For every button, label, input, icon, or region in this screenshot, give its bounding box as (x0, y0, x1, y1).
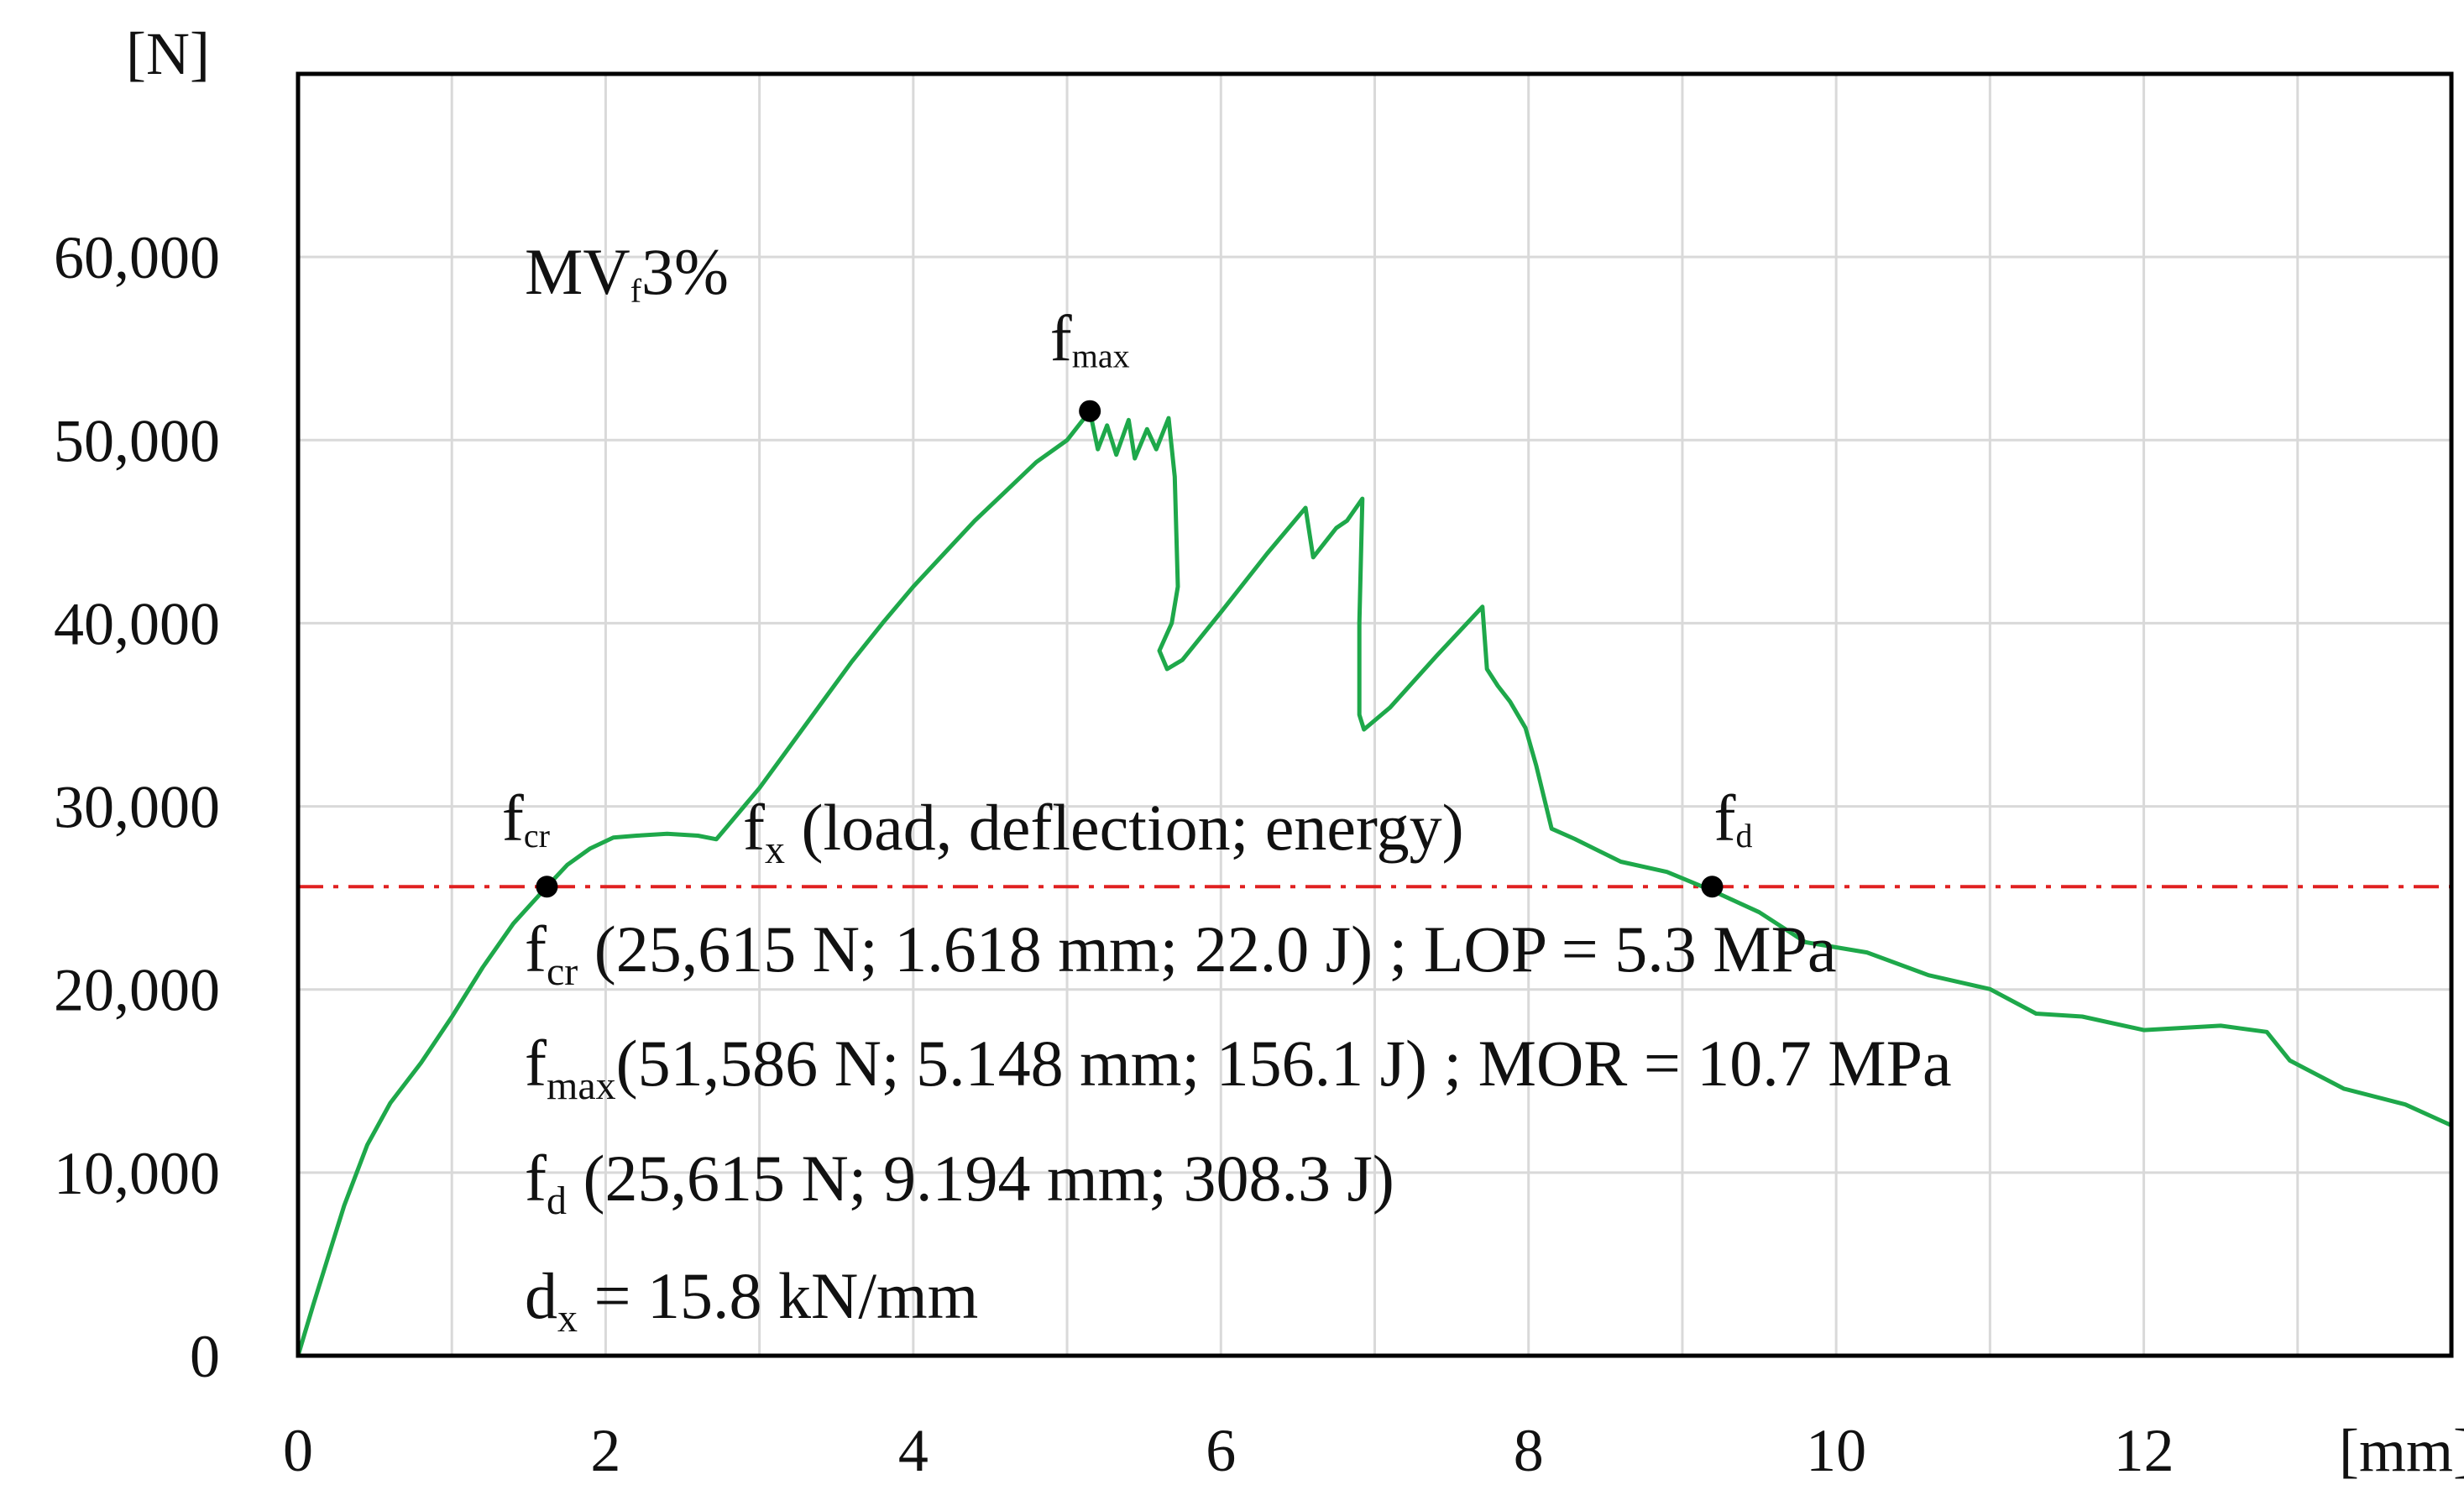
marker-label-max: fmax (1050, 302, 1130, 375)
y-tick-label: 40,000 (54, 590, 220, 657)
series-label-main: MV (525, 235, 630, 308)
marker-label-cr: fcr (502, 782, 550, 855)
annotation-line-max: fmax(51,586 N; 5.148 mm; 156.1 J) ; MOR … (525, 1027, 1952, 1108)
x-tick-label: 2 (590, 1417, 620, 1484)
y-tick-label: 0 (190, 1323, 220, 1390)
marker-point-max (1079, 400, 1101, 422)
y-tick-labels: 0 10,000 20,000 30,000 40,000 50,000 60,000 (54, 224, 220, 1390)
x-tick-label: 8 (1514, 1417, 1544, 1484)
marker-point-cr (536, 876, 558, 898)
series-line (296, 409, 2453, 1357)
x-tick-label: 10 (1806, 1417, 1866, 1484)
y-tick-label: 30,000 (54, 774, 220, 841)
plot-frame (296, 71, 2454, 1358)
x-tick-label: 0 (283, 1417, 313, 1484)
series-label: MVf3% (525, 235, 729, 310)
series-group (296, 409, 2453, 1357)
x-tick-label: 4 (898, 1417, 929, 1484)
marker-label-d: fd (1713, 782, 1752, 855)
y-tick-label: 50,000 (54, 407, 220, 474)
x-tick-label: 12 (2114, 1417, 2174, 1484)
annotation-line-cr: fcr (25,615 N; 1.618 mm; 22.0 J) ; LOP =… (525, 912, 1837, 994)
markers-group: fcr fmax fd (502, 302, 1752, 898)
series-label-sub: f (630, 272, 642, 310)
y-tick-label: 10,000 (54, 1140, 220, 1207)
y-axis-label: [N] (126, 20, 210, 87)
annotation-line-d: fd (25,615 N; 9.194 mm; 308.3 J) (525, 1142, 1394, 1223)
grid-lines (298, 74, 2451, 1356)
x-axis-label: [mm] (2339, 1417, 2464, 1484)
y-tick-label: 20,000 (54, 957, 220, 1024)
y-tick-label: 60,000 (54, 224, 220, 291)
annotation-header: fx (load, deflection; energy) (743, 791, 1464, 872)
x-tick-labels: 0 2 4 6 8 10 12 (283, 1417, 2174, 1484)
series-label-rest: 3% (641, 235, 729, 308)
annotation-stiffness: dx = 15.8 kN/mm (525, 1259, 978, 1341)
annotation-block: fx (load, deflection; energy) fcr (25,615… (525, 791, 1952, 1341)
x-tick-label: 6 (1206, 1417, 1236, 1484)
marker-point-d (1701, 876, 1724, 898)
